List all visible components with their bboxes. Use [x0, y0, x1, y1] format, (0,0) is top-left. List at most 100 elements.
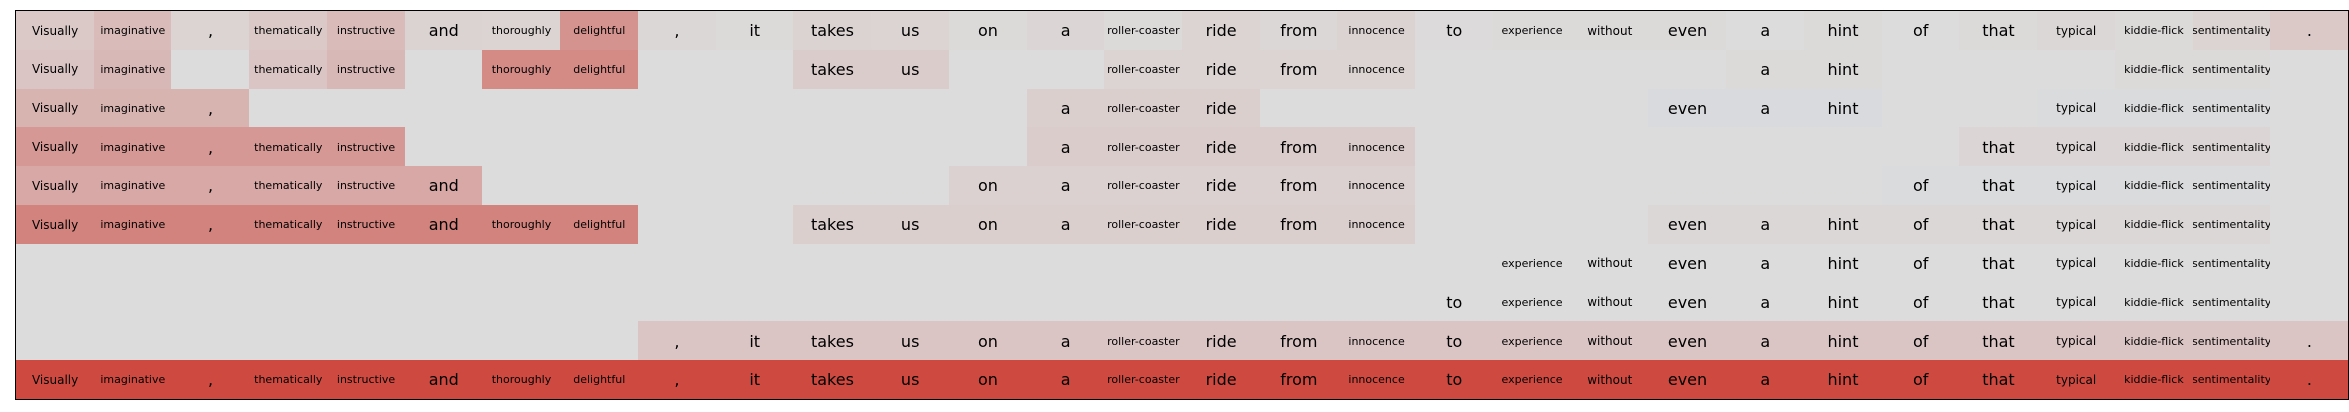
heatmap-cell: imaginative: [93, 360, 172, 400]
heatmap-cell: [871, 243, 950, 284]
heatmap-cell: of: [1881, 166, 1960, 206]
heatmap-cell: a: [1026, 360, 1105, 400]
heatmap-cell: [1415, 88, 1494, 128]
heatmap-cell: [1570, 49, 1649, 90]
heatmap-cell: roller-coaster: [1104, 321, 1183, 361]
heatmap-cell: roller-coaster: [1104, 88, 1183, 128]
heatmap-cell: [16, 282, 95, 322]
heatmap-cell: sentimentality: [2192, 49, 2271, 90]
heatmap-cell: [1959, 49, 2038, 90]
heatmap-cell: from: [1259, 127, 1338, 167]
heatmap-cell: kiddie-flick: [2114, 205, 2194, 245]
heatmap-cell: from: [1259, 166, 1338, 206]
heatmap-cell: thoroughly: [482, 11, 561, 51]
heatmap-cell: a: [1026, 321, 1105, 361]
heatmap-cell: us: [871, 360, 950, 400]
heatmap-cell: .: [2270, 360, 2349, 400]
heatmap-cell: that: [1959, 166, 2038, 206]
heatmap-cell: takes: [793, 321, 872, 361]
heatmap-cell: even: [1648, 282, 1727, 322]
heatmap-cell: to: [1415, 321, 1494, 361]
heatmap-cell: without: [1570, 11, 1649, 51]
heatmap-cell: of: [1881, 243, 1960, 284]
heatmap-cell: a: [1726, 11, 1805, 51]
heatmap-cell: [249, 88, 328, 128]
heatmap-cell: sentimentality: [2192, 127, 2271, 167]
heatmap-cell: thoroughly: [482, 49, 561, 90]
heatmap-cell: [871, 88, 950, 128]
heatmap-cell: [2270, 166, 2349, 206]
heatmap-cell: on: [948, 360, 1028, 400]
heatmap-cell: of: [1881, 282, 1960, 322]
heatmap-cell: kiddie-flick: [2114, 360, 2194, 400]
heatmap-cell: of: [1881, 321, 1960, 361]
heatmap-cell: kiddie-flick: [2114, 127, 2194, 167]
heatmap-cell: roller-coaster: [1104, 49, 1183, 90]
heatmap-cell: thematically: [249, 205, 328, 245]
heatmap-cell: roller-coaster: [1104, 205, 1183, 245]
heatmap-cell: [1803, 166, 1883, 206]
heatmap-cell: hint: [1803, 205, 1883, 245]
heatmap-cell: instructive: [326, 49, 406, 90]
heatmap-cell: [1415, 166, 1494, 206]
heatmap-cell: [871, 166, 950, 206]
heatmap-cell: instructive: [326, 166, 406, 206]
heatmap-cell: ride: [1182, 49, 1261, 90]
heatmap-cell: imaginative: [93, 127, 172, 167]
heatmap-cell: [1881, 127, 1960, 167]
heatmap-cell: it: [715, 321, 794, 361]
heatmap-cell: [482, 127, 561, 167]
heatmap-cell: Visually: [16, 88, 95, 128]
heatmap-cell: innocence: [1337, 166, 1416, 206]
heatmap-cell: Visually: [16, 127, 95, 167]
heatmap-cell: [871, 282, 950, 322]
heatmap-cell: [1648, 49, 1727, 90]
heatmap-cell: Visually: [16, 49, 95, 90]
heatmap-cell: [404, 321, 483, 361]
heatmap-cell: from: [1259, 360, 1338, 400]
heatmap-cell: [1803, 127, 1883, 167]
heatmap-cell: [93, 243, 172, 284]
heatmap-cell: [637, 127, 717, 167]
heatmap-cell: typical: [2037, 166, 2116, 206]
heatmap-cell: ,: [637, 321, 717, 361]
heatmap-cell: [93, 321, 172, 361]
heatmap-cell: a: [1026, 205, 1105, 245]
heatmap-cell: us: [871, 11, 950, 51]
heatmap-cell: imaginative: [93, 49, 172, 90]
heatmap-cell: [171, 282, 250, 322]
heatmap-cell: [404, 282, 483, 322]
heatmap-cell: that: [1959, 127, 2038, 167]
heatmap-cell: instructive: [326, 205, 406, 245]
heatmap-cell: [326, 88, 406, 128]
heatmap-cell: [793, 282, 872, 322]
heatmap-cell: even: [1648, 243, 1727, 284]
heatmap-cell: experience: [1492, 243, 1572, 284]
heatmap-cell: ,: [637, 360, 717, 400]
heatmap-cell: [1026, 243, 1105, 284]
heatmap-cell: [1182, 282, 1261, 322]
heatmap-cell: takes: [793, 11, 872, 51]
heatmap-cell: takes: [793, 360, 872, 400]
heatmap-cell: ride: [1182, 205, 1261, 245]
heatmap-cell: kiddie-flick: [2114, 166, 2194, 206]
heatmap-cell: to: [1415, 11, 1494, 51]
heatmap-cell: sentimentality: [2192, 360, 2271, 400]
heatmap-cell: from: [1259, 321, 1338, 361]
heatmap-cell: sentimentality: [2192, 11, 2271, 51]
heatmap-cell: that: [1959, 11, 2038, 51]
heatmap-cell: [560, 166, 639, 206]
heatmap-cell: [948, 127, 1028, 167]
heatmap-cell: [404, 243, 483, 284]
heatmap-cell: roller-coaster: [1104, 127, 1183, 167]
heatmap-cell: sentimentality: [2192, 282, 2271, 322]
heatmap-cell: [1026, 282, 1105, 322]
heatmap-cell: to: [1415, 360, 1494, 400]
heatmap-cell: [1259, 243, 1338, 284]
heatmap-cell: [637, 49, 717, 90]
heatmap-cell: from: [1259, 49, 1338, 90]
heatmap-cell: [1415, 127, 1494, 167]
heatmap-cell: a: [1726, 49, 1805, 90]
heatmap-cell: ride: [1182, 360, 1261, 400]
heatmap-cell: a: [1726, 282, 1805, 322]
